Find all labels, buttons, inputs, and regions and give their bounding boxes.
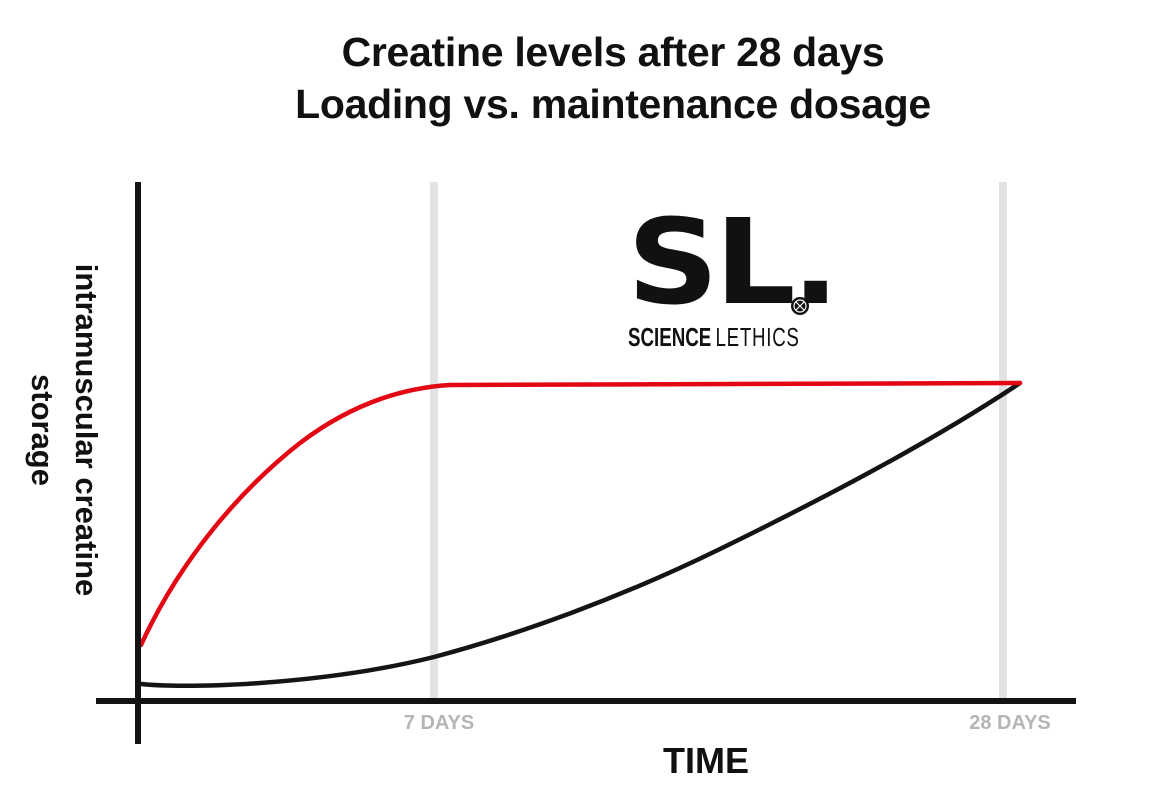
gridline-7-days [430,182,438,700]
logo-wordmark: SCIENCE LETHICS [628,322,800,352]
y-axis-label-line-2: storage [25,374,60,486]
x-tick-7-days: 7 DAYS [403,712,475,734]
x-axis [96,698,1076,704]
chart-title: Creatine levels after 28 days Loading vs… [0,26,1152,130]
y-axis-label: intramuscular creatine storage [20,264,108,597]
chart-title-line-2: Loading vs. maintenance dosage [295,81,931,127]
y-axis [135,182,141,744]
x-axis-label: TIME [663,740,749,781]
y-axis-label-line-1: intramuscular creatine [69,263,104,597]
maintenance-dosage-line [138,380,1023,688]
science-lethics-logo: SL. SCIENCE LETHICS [627,202,840,352]
logo-word-lethics: LETHICS [715,322,800,352]
gridline-28-days [999,182,1007,700]
circle-x-icon [791,297,809,315]
x-tick-28-days: 28 DAYS [969,712,1051,734]
loading-dosage-line [138,380,1023,648]
chart-title-line-1: Creatine levels after 28 days [341,29,885,75]
logo-word-science: SCIENCE [628,322,712,352]
